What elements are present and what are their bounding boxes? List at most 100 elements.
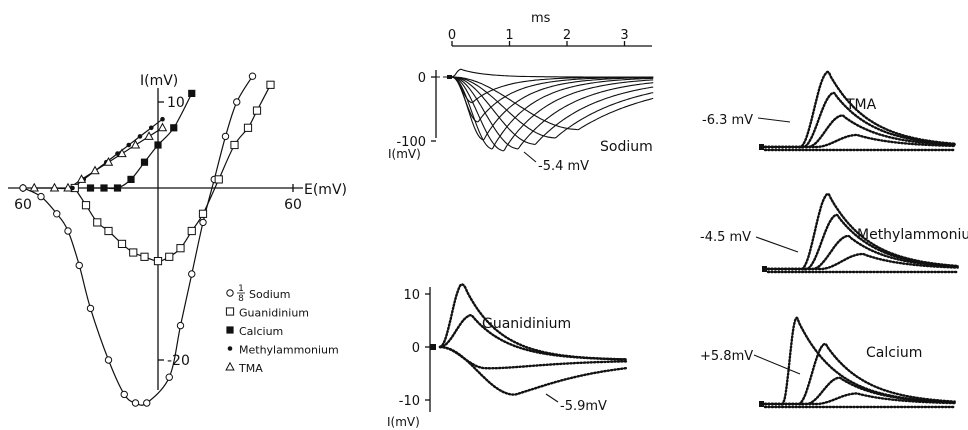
iv-x-tick-label: 60 <box>14 197 32 213</box>
sodium-trace <box>451 76 654 131</box>
sodium-ticks: 0 1 2 3 0 -100 <box>396 28 628 150</box>
guanidinium-annotation-leader <box>545 393 559 403</box>
legend-marker <box>227 346 233 351</box>
iv-data-points <box>19 72 275 407</box>
iv-point <box>233 98 241 106</box>
calcium-annotation-leader <box>753 354 801 375</box>
calcium-annotation: +5.8mV <box>700 349 753 364</box>
methylammonium-traces <box>762 192 959 274</box>
guanidinium-y-tick-label: 10 <box>403 288 420 303</box>
legend-label: Methylammonium <box>239 344 339 357</box>
iv-point <box>19 184 27 192</box>
sodium-y-tick-label: -100 <box>396 135 426 150</box>
calcium-start-marker <box>759 401 764 407</box>
tma-panel: TMA -6.3 mV <box>702 70 956 152</box>
legend-label: Guanidinium <box>239 307 309 320</box>
sodium-time-tick-label: 3 <box>620 28 628 43</box>
iv-point <box>29 182 39 192</box>
legend-label: TMA <box>238 362 263 375</box>
iv-point <box>100 184 108 192</box>
iv-point <box>104 356 113 364</box>
guanidinium-y-axis-label: I(mV) <box>387 415 420 429</box>
sodium-trace <box>451 76 654 150</box>
iv-point <box>214 175 223 184</box>
iv-panel: 60 60 10 -20 E(mV) I(mV) 18 Sodium Guanidiniu… <box>8 72 347 407</box>
iv-curve <box>74 84 272 262</box>
sodium-trace <box>451 76 654 145</box>
iv-point <box>126 142 132 148</box>
iv-y-tick-label: -20 <box>167 353 190 369</box>
guanidinium-y-tick-label: 0 <box>412 341 420 356</box>
iv-x-axis-label: E(mV) <box>304 182 347 198</box>
iv-point <box>129 248 138 257</box>
legend-fraction-denominator: 8 <box>238 294 244 304</box>
iv-point <box>140 158 149 166</box>
guanidinium-trace <box>438 313 628 361</box>
iv-point <box>76 174 87 183</box>
calcium-panel: Calcium +5.8mV <box>700 316 956 409</box>
sodium-trace <box>451 76 654 150</box>
calcium-title: Calcium <box>866 345 922 361</box>
sodium-time-tick-label: 1 <box>505 28 513 43</box>
iv-point <box>176 244 185 253</box>
legend-marker <box>226 289 234 297</box>
iv-x-tick-label: 60 <box>284 197 302 213</box>
guanidinium-traces <box>430 283 628 396</box>
iv-point <box>117 148 127 158</box>
sodium-trace <box>451 68 654 78</box>
guanidinium-start-marker <box>430 344 436 350</box>
iv-point <box>199 218 207 227</box>
iv-point <box>127 175 135 183</box>
sodium-trace <box>451 76 654 152</box>
sodium-panel: 0 1 2 3 0 -100 ms I(mV) Sodium -5.4 mV <box>388 11 654 174</box>
iv-point <box>248 72 257 80</box>
tma-trace <box>763 114 956 149</box>
iv-point <box>93 218 102 227</box>
iv-point <box>157 122 168 132</box>
sodium-trace <box>451 76 654 104</box>
iv-point <box>113 184 122 192</box>
iv-point <box>90 165 100 175</box>
iv-point <box>103 156 114 166</box>
iv-point <box>148 125 154 131</box>
methylammonium-annotation: -4.5 mV <box>700 230 751 245</box>
iv-point <box>198 209 208 218</box>
methylammonium-trace <box>766 252 959 271</box>
iv-curve <box>22 75 254 406</box>
iv-point <box>137 134 143 139</box>
iv-curves <box>22 75 272 406</box>
guanidinium-trace <box>438 345 628 396</box>
iv-point <box>86 184 95 192</box>
guanidinium-annotation: -5.9mV <box>560 399 607 414</box>
sodium-traces <box>447 68 654 152</box>
calcium-trace <box>763 392 956 406</box>
methylammonium-annotation-leader <box>755 236 799 253</box>
legend-marker <box>225 361 235 371</box>
methylammonium-start-marker <box>762 266 767 272</box>
guanidinium-panel: 10 0 -10 I(mV) Guanidinium -5.9mV <box>387 283 628 429</box>
sodium-trace <box>451 76 654 141</box>
iv-point <box>86 304 95 313</box>
sodium-annotation-leader <box>523 151 537 163</box>
sodium-time-unit-label: ms <box>531 11 551 26</box>
iv-point <box>170 124 178 132</box>
methylammonium-title: Methylammonium <box>857 227 968 243</box>
iv-point <box>187 226 196 236</box>
legend-label: Sodium <box>249 288 290 301</box>
iv-point <box>120 390 128 399</box>
tma-annotation-leader <box>757 117 791 123</box>
tma-traces <box>759 70 956 152</box>
iv-point <box>49 182 60 192</box>
iv-point <box>153 257 163 266</box>
iv-point <box>53 210 61 218</box>
methylammonium-panel: Methylammonium -4.5 mV <box>700 192 968 274</box>
sodium-y-tick-label: 0 <box>418 71 426 86</box>
guanidinium-ticks: 10 0 -10 <box>399 288 430 409</box>
iv-point <box>165 373 173 381</box>
guanidinium-y-tick-label: -10 <box>399 394 420 409</box>
calcium-trace <box>763 316 956 406</box>
iv-point <box>144 131 154 140</box>
iv-point <box>221 132 230 141</box>
iv-point <box>188 89 196 97</box>
iv-curve <box>34 127 163 190</box>
